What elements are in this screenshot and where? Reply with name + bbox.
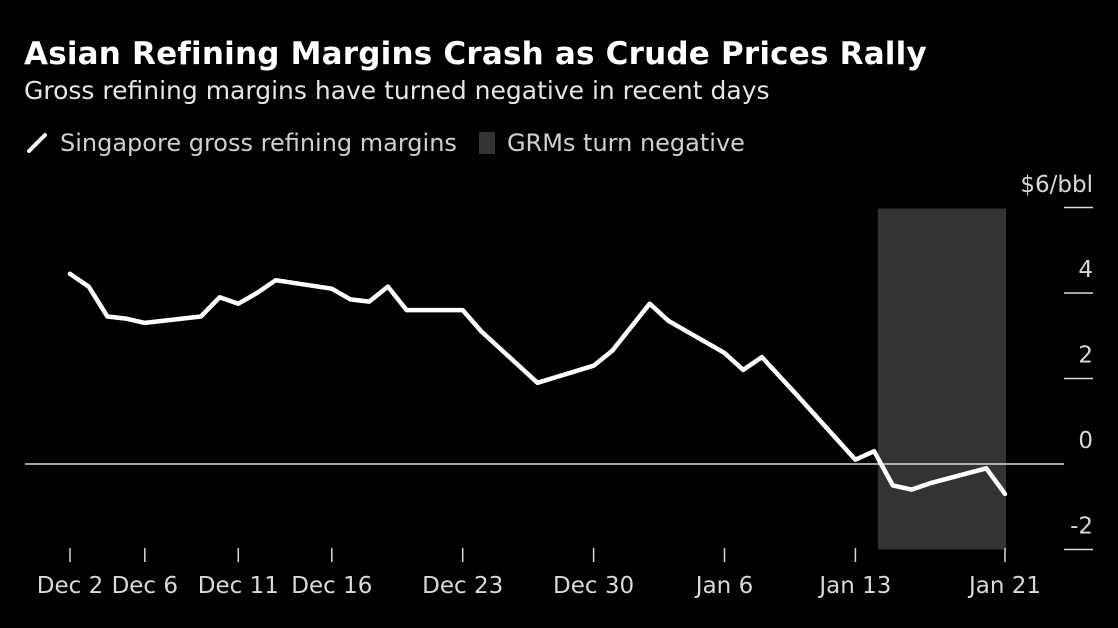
y-unit-label: $6/bbl — [1020, 172, 1093, 198]
x-tick-label: Jan 13 — [817, 573, 891, 599]
x-tick-label: Dec 11 — [198, 573, 279, 599]
x-tick-label: Dec 2 — [37, 573, 103, 599]
x-tick-label: Dec 16 — [291, 573, 372, 599]
legend-label-line: Singapore gross refining margins — [60, 129, 457, 157]
chart-subtitle: Gross refining margins have turned negat… — [24, 76, 770, 105]
x-tick-label: Dec 23 — [422, 573, 503, 599]
y-tick-label: -2 — [1070, 514, 1093, 540]
legend-shade-icon — [478, 132, 495, 154]
x-tick-label: Jan 6 — [694, 573, 753, 599]
series-line — [67, 271, 1008, 497]
legend-label-shade: GRMs turn negative — [506, 129, 745, 157]
y-tick-label: 2 — [1078, 343, 1093, 369]
chart-legend: Singapore gross refining margins GRMs tu… — [26, 126, 767, 160]
legend-line-icon — [27, 133, 47, 153]
chart-title: Asian Refining Margins Crash as Crude Pr… — [24, 36, 927, 72]
shaded-period — [877, 208, 1006, 550]
legend-item-line: Singapore gross refining margins — [26, 129, 457, 157]
y-tick-label: 4 — [1078, 257, 1093, 283]
x-tick-label: Dec 30 — [553, 573, 634, 599]
legend-item-shade: GRMs turn negative — [478, 129, 745, 157]
x-tick-label: Dec 6 — [112, 573, 178, 599]
x-tick-label: Jan 21 — [967, 573, 1041, 599]
y-tick-label: 0 — [1078, 428, 1093, 454]
